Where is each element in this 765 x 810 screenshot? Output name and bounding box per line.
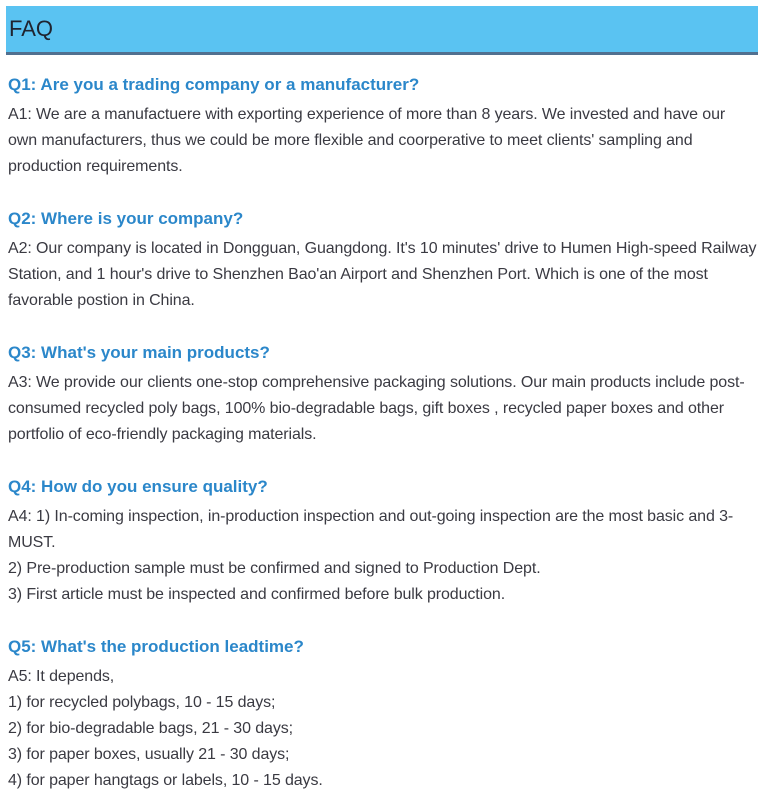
faq-answer-line: 2) for bio-degradable bags, 21 - 30 days… — [8, 720, 293, 737]
faq-answer-line: A3: We provide our clients one-stop comp… — [8, 374, 745, 443]
faq-answer-line: A5: It depends, — [8, 668, 115, 685]
faq-question: Q4: How do you ensure quality? — [8, 477, 268, 496]
faq-answer-line: 4) for paper hangtags or labels, 10 - 15… — [8, 772, 323, 789]
faq-answer-line: 3) First article must be inspected and c… — [8, 586, 506, 603]
faq-question: Q1: Are you a trading company or a manuf… — [8, 75, 420, 94]
faq-answer: A2: Our company is located in Dongguan, … — [8, 236, 757, 314]
faq-answer: A4: 1) In-coming inspection, in-producti… — [8, 504, 757, 608]
faq-answer-line: A1: We are a manufactuere with exporting… — [8, 106, 726, 175]
faq-list: Q1: Are you a trading company or a manuf… — [8, 75, 757, 794]
faq-answer-line: 2) Pre-production sample must be confirm… — [8, 560, 541, 577]
faq-answer-line: 3) for paper boxes, usually 21 - 30 days… — [8, 746, 290, 763]
faq-answer: A1: We are a manufactuere with exporting… — [8, 102, 757, 180]
faq-question: Q2: Where is your company? — [8, 209, 244, 228]
faq-answer-line: A4: 1) In-coming inspection, in-producti… — [8, 508, 734, 551]
faq-answer: A3: We provide our clients one-stop comp… — [8, 370, 757, 448]
faq-section-title: FAQ — [9, 16, 54, 41]
faq-item: Q5: What's the production leadtime? A5: … — [8, 637, 757, 794]
faq-item: Q2: Where is your company? A2: Our compa… — [8, 209, 757, 314]
faq-item: Q4: How do you ensure quality? A4: 1) In… — [8, 477, 757, 608]
faq-answer-line: A2: Our company is located in Dongguan, … — [8, 240, 757, 309]
faq-answer: A5: It depends, 1) for recycled polybags,… — [8, 664, 757, 794]
faq-question: Q3: What's your main products? — [8, 343, 270, 362]
faq-question: Q5: What's the production leadtime? — [8, 637, 304, 656]
faq-content: Q1: Are you a trading company or a manuf… — [0, 55, 765, 810]
faq-item: Q1: Are you a trading company or a manuf… — [8, 75, 757, 180]
faq-answer-line: 1) for recycled polybags, 10 - 15 days; — [8, 694, 276, 711]
faq-item: Q3: What's your main products? A3: We pr… — [8, 343, 757, 448]
faq-section-header: FAQ — [6, 6, 758, 55]
